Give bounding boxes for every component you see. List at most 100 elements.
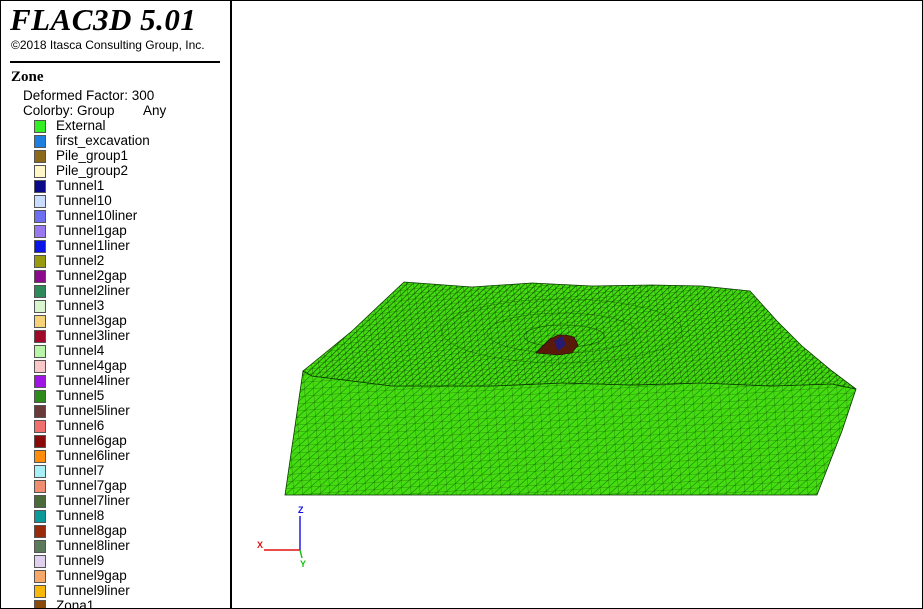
- legend-item-label: Tunnel1gap: [56, 223, 127, 238]
- legend-item: Tunnel9: [34, 553, 224, 569]
- legend-item-label: Tunnel6: [56, 418, 105, 433]
- legend-item-label: Pile_group2: [56, 163, 129, 178]
- color-swatch: [34, 240, 46, 253]
- legend-item: Tunnel7liner: [34, 493, 224, 509]
- color-swatch: [34, 465, 46, 478]
- color-swatch: [34, 375, 46, 388]
- legend-item: Pile_group2: [34, 163, 224, 179]
- color-swatch: [34, 525, 46, 538]
- legend-item: Tunnel4: [34, 343, 224, 359]
- color-swatch: [34, 495, 46, 508]
- legend-item: Tunnel6gap: [34, 433, 224, 449]
- legend-item-label: Zona1: [56, 598, 95, 608]
- color-swatch: [34, 285, 46, 298]
- legend-item-label: Tunnel3: [56, 298, 105, 313]
- subsidence-contour: [441, 298, 683, 364]
- legend-item-label: Tunnel6gap: [56, 433, 127, 448]
- legend-item-label: Tunnel7: [56, 463, 105, 478]
- color-swatch: [34, 210, 46, 223]
- legend-item-label: Tunnel7gap: [56, 478, 127, 493]
- legend-item: Tunnel1liner: [34, 238, 224, 254]
- legend-item: Tunnel4gap: [34, 358, 224, 374]
- model-front-mesh: [285, 371, 856, 495]
- legend-item: Tunnel8gap: [34, 523, 224, 539]
- zone-heading: Zone: [11, 69, 44, 85]
- legend-item-label: Tunnel9: [56, 553, 105, 568]
- legend-item: Tunnel9liner: [34, 583, 224, 599]
- legend-item-label: Pile_group1: [56, 148, 129, 163]
- legend-item: Tunnel10: [34, 193, 224, 209]
- color-swatch: [34, 360, 46, 373]
- tunnel-opening: [554, 336, 566, 351]
- color-swatch: [34, 225, 46, 238]
- model-render: Z X Y: [257, 281, 857, 569]
- color-swatch: [34, 480, 46, 493]
- model-viewport[interactable]: Z X Y: [232, 1, 922, 608]
- colorby-text: Colorby: Group: [23, 103, 115, 118]
- legend-item-label: Tunnel6liner: [56, 448, 130, 463]
- color-swatch: [34, 330, 46, 343]
- color-swatch: [34, 345, 46, 358]
- deformed-factor-text: Deformed Factor: 300: [23, 88, 155, 103]
- legend-item-label: Tunnel1liner: [56, 238, 130, 253]
- group-legend-list: External first_excavation Pile_group1 Pile_…: [34, 118, 224, 608]
- legend-item-label: Tunnel3liner: [56, 328, 130, 343]
- legend-item: Tunnel8liner: [34, 538, 224, 554]
- legend-item: Tunnel1: [34, 178, 224, 194]
- color-swatch: [34, 150, 46, 163]
- color-swatch: [34, 555, 46, 568]
- legend-item: Tunnel3liner: [34, 328, 224, 344]
- legend-item-label: Tunnel2: [56, 253, 105, 268]
- color-swatch: [34, 270, 46, 283]
- legend-item-label: Tunnel4liner: [56, 373, 130, 388]
- legend-item-label: Tunnel5liner: [56, 403, 130, 418]
- legend-item: first_excavation: [34, 133, 224, 149]
- legend-item: Tunnel5: [34, 388, 224, 404]
- color-swatch: [34, 420, 46, 433]
- color-swatch: [34, 255, 46, 268]
- color-swatch: [34, 300, 46, 313]
- legend-item-label: Tunnel10: [56, 193, 112, 208]
- legend-item: Zona1: [34, 598, 224, 608]
- legend-item-label: Tunnel4: [56, 343, 105, 358]
- model-top-mesh: [303, 282, 856, 389]
- legend-item-label: first_excavation: [56, 133, 150, 148]
- legend-item: Tunnel8: [34, 508, 224, 524]
- legend-item-label: Tunnel9liner: [56, 583, 130, 598]
- legend-item: Tunnel3gap: [34, 313, 224, 329]
- legend-item: Tunnel1gap: [34, 223, 224, 239]
- copyright-text: ©2018 Itasca Consulting Group, Inc.: [11, 38, 205, 52]
- legend-item: Tunnel10liner: [34, 208, 224, 224]
- z-axis-label: Z: [298, 505, 304, 515]
- legend-item: External: [34, 118, 224, 134]
- legend-item: Tunnel6liner: [34, 448, 224, 464]
- legend-item: Pile_group1: [34, 148, 224, 164]
- title-divider: [10, 61, 220, 63]
- legend-item: Tunnel2: [34, 253, 224, 269]
- color-swatch: [34, 390, 46, 403]
- color-swatch: [34, 435, 46, 448]
- color-swatch: [34, 120, 46, 133]
- legend-item-label: Tunnel5: [56, 388, 105, 403]
- legend-item-label: Tunnel3gap: [56, 313, 127, 328]
- color-swatch: [34, 510, 46, 523]
- color-swatch: [34, 450, 46, 463]
- color-swatch: [34, 570, 46, 583]
- color-swatch: [34, 165, 46, 178]
- legend-item-label: Tunnel2liner: [56, 283, 130, 298]
- legend-item-label: Tunnel2gap: [56, 268, 127, 283]
- color-swatch: [34, 315, 46, 328]
- legend-item: Tunnel5liner: [34, 403, 224, 419]
- legend-item: Tunnel3: [34, 298, 224, 314]
- legend-item-label: Tunnel9gap: [56, 568, 127, 583]
- legend-item-label: Tunnel7liner: [56, 493, 130, 508]
- legend-item: Tunnel4liner: [34, 373, 224, 389]
- colorby-scope: Any: [143, 103, 167, 118]
- legend-item-label: Tunnel8liner: [56, 538, 130, 553]
- legend-item-label: External: [56, 118, 106, 133]
- legend-item-label: Tunnel1: [56, 178, 105, 193]
- legend-item-label: Tunnel10liner: [56, 208, 138, 223]
- color-swatch: [34, 135, 46, 148]
- color-swatch: [34, 180, 46, 193]
- legend-item: Tunnel6: [34, 418, 224, 434]
